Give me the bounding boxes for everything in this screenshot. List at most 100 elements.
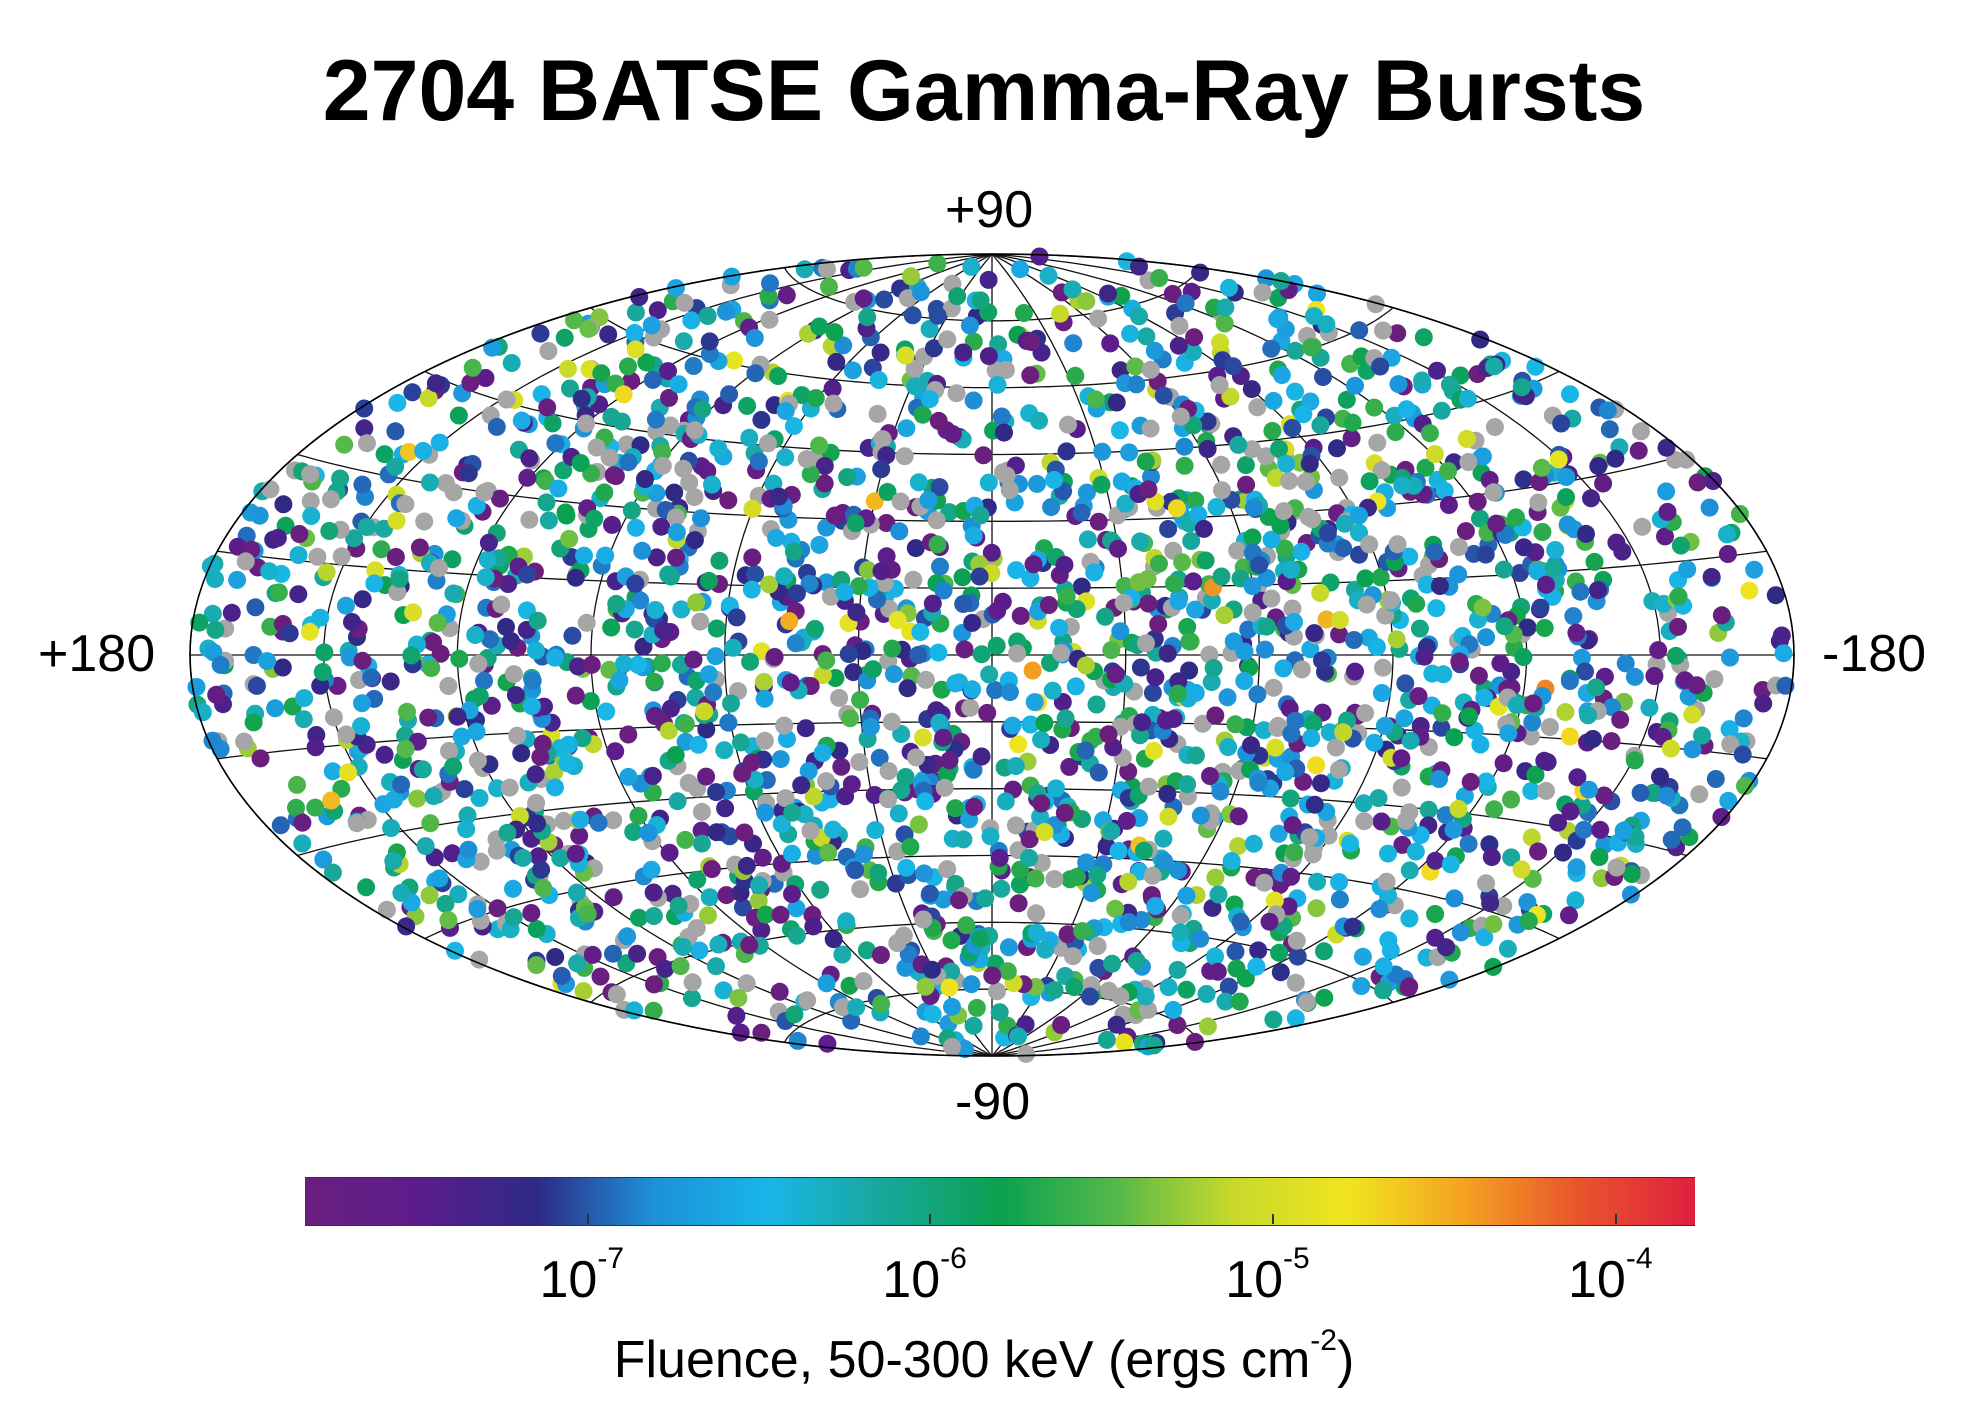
burst-point [1263,421,1282,440]
burst-point [851,880,870,899]
burst-point [964,526,983,545]
burst-point [745,329,764,347]
burst-point [582,655,601,674]
burst-point [1216,992,1235,1011]
burst-point [1522,782,1541,800]
burst-point [1158,784,1177,803]
burst-point [469,654,488,673]
burst-point [1433,704,1452,723]
burst-point [934,581,953,600]
burst-point [1432,401,1451,420]
burst-point [1182,532,1201,550]
burst-point [520,510,539,529]
burst-point [1106,899,1125,918]
burst-point [487,841,506,860]
burst-point [315,643,334,662]
burst-point [1257,617,1276,636]
burst-point [714,981,733,1000]
burst-point [1425,542,1444,561]
burst-point [648,301,667,320]
burst-point [639,823,658,842]
burst-point [720,385,739,404]
burst-point [1346,376,1364,395]
burst-point [1571,582,1590,601]
burst-point [938,330,957,349]
burst-point [1499,724,1518,743]
burst-point [362,668,381,687]
burst-point [813,744,832,762]
burst-point [280,624,299,643]
burst-point [788,1031,807,1050]
chart-title: 2704 BATSE Gamma-Ray Bursts [322,43,1646,139]
burst-point [935,778,954,797]
burst-point [785,1005,804,1024]
burst-point [1056,709,1075,728]
burst-point [1159,807,1178,826]
burst-point [928,254,947,273]
burst-point [1210,376,1229,395]
burst-point [928,306,947,325]
burst-point [1354,794,1373,813]
burst-point [756,905,775,924]
burst-point [801,821,820,840]
burst-point [1099,725,1118,744]
burst-point [725,351,743,370]
burst-point [1523,713,1542,732]
burst-point [1546,541,1565,559]
burst-point [804,787,823,806]
burst-point [1163,284,1182,303]
latitude-label-bottom: -90 [955,1073,1031,1131]
burst-point [532,860,551,879]
burst-point [1444,820,1463,839]
burst-point [1377,872,1396,891]
burst-point [1313,651,1331,670]
colorbar-tick-label: 10-5 [1225,1242,1310,1310]
burst-point [293,813,312,832]
burst-point [675,293,694,312]
burst-point [1311,584,1330,602]
burst-point [875,290,894,309]
burst-point [1535,619,1554,637]
burst-point [1167,499,1186,518]
burst-point [970,567,989,586]
burst-point [568,954,587,973]
burst-point [1219,977,1238,996]
burst-point [1292,542,1311,561]
burst-point [619,725,638,744]
burst-point [1481,894,1500,913]
burst-point [978,703,997,722]
burst-point [1229,435,1248,454]
burst-point [1276,763,1295,781]
burst-point [1406,842,1425,861]
burst-point [1507,508,1525,527]
burst-point [1533,523,1552,541]
burst-point [1198,412,1217,431]
burst-point [1434,665,1453,684]
burst-point [906,377,925,396]
burst-point [1150,554,1168,573]
burst-point [610,671,629,690]
burst-point [1582,489,1600,508]
burst-point [1629,441,1648,460]
burst-point [426,374,445,393]
burst-point [1255,873,1274,892]
burst-point [449,406,468,425]
burst-point [919,491,938,509]
burst-point [1014,304,1033,322]
burst-point [838,468,857,487]
burst-point [772,815,791,834]
burst-point [1116,494,1135,513]
burst-point [479,533,498,552]
burst-point [1286,973,1305,992]
burst-point [962,975,981,994]
burst-point [1253,283,1272,302]
burst-point [647,548,666,567]
burst-point [883,639,902,658]
burst-point [470,950,489,969]
burst-point [211,655,230,674]
burst-point [654,621,673,640]
burst-point [1498,939,1517,958]
burst-point [228,570,247,589]
burst-point [1721,648,1739,667]
burst-point [1451,923,1470,942]
